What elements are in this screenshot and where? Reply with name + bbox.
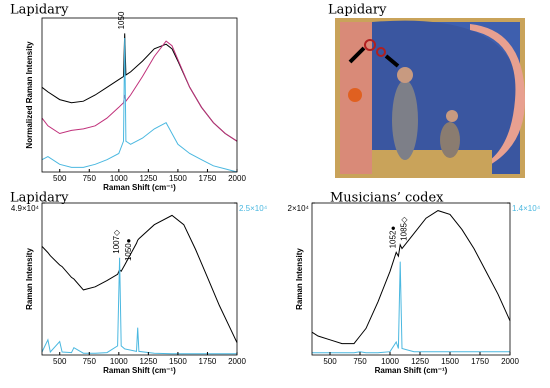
series-line [312, 261, 510, 354]
x-tick-label: 1750 [471, 357, 489, 366]
manuscript-image [335, 18, 525, 178]
peak-annotation: 1050 [117, 11, 126, 29]
series-line [311, 210, 511, 345]
x-tick-label: 1750 [199, 174, 217, 183]
peak-annotation: 1052● [388, 226, 397, 249]
x-tick-label: 1750 [199, 357, 217, 366]
x-tick-label: 1500 [441, 357, 459, 366]
y-axis-label: Normalized Raman Intensity [25, 41, 34, 149]
series-line [41, 257, 237, 355]
x-tick-label: 1000 [110, 174, 128, 183]
chart-title: Lapidary [10, 3, 69, 18]
x-tick-label: 1000 [110, 357, 128, 366]
x-tick-label: 750 [83, 357, 97, 366]
plot-frame [41, 17, 238, 173]
chart-title: Lapidary [10, 191, 69, 206]
y-tick-label: 2×10⁴ [288, 204, 310, 213]
peak-annotation: 1085◇ [399, 216, 408, 241]
peak-annotation: 1050● [124, 238, 133, 261]
plot-frame [41, 202, 238, 356]
x-tick-label: 500 [53, 174, 67, 183]
x-tick-label: 2000 [501, 357, 519, 366]
y2-tick-label: 1.4×10⁴ [512, 204, 541, 213]
y2-tick-label: 2.5×10⁴ [239, 204, 268, 213]
x-tick-label: 1250 [139, 357, 157, 366]
peak-annotation: 1007◇ [112, 229, 121, 254]
series-line [41, 37, 238, 173]
x-tick-label: 750 [83, 174, 97, 183]
x-tick-label: 1000 [381, 357, 399, 366]
x-tick-label: 1250 [411, 357, 429, 366]
x-tick-label: 500 [323, 357, 337, 366]
x-tick-label: 750 [353, 357, 367, 366]
chart-title: Musicians’ codex [330, 191, 444, 206]
x-axis-label: Raman Shift (cm⁻¹) [103, 183, 176, 192]
x-axis-label: Raman Shift (cm⁻¹) [103, 366, 176, 375]
series-line [41, 33, 238, 142]
y-axis-label: Raman Intensity [25, 248, 34, 310]
x-tick-label: 2000 [228, 174, 246, 183]
x-tick-label: 1500 [169, 357, 187, 366]
series-line [41, 40, 238, 142]
plot-frame [311, 202, 511, 356]
x-tick-label: 1500 [169, 174, 187, 183]
x-tick-label: 2000 [228, 357, 246, 366]
series-line [41, 214, 238, 343]
x-tick-label: 500 [53, 357, 67, 366]
x-axis-label: Raman Shift (cm⁻¹) [375, 366, 448, 375]
x-tick-label: 1250 [139, 174, 157, 183]
y-axis-label: Raman Intensity [295, 248, 304, 310]
image-title: Lapidary [328, 3, 387, 18]
y-tick-label: 4.9×10⁴ [11, 204, 40, 213]
